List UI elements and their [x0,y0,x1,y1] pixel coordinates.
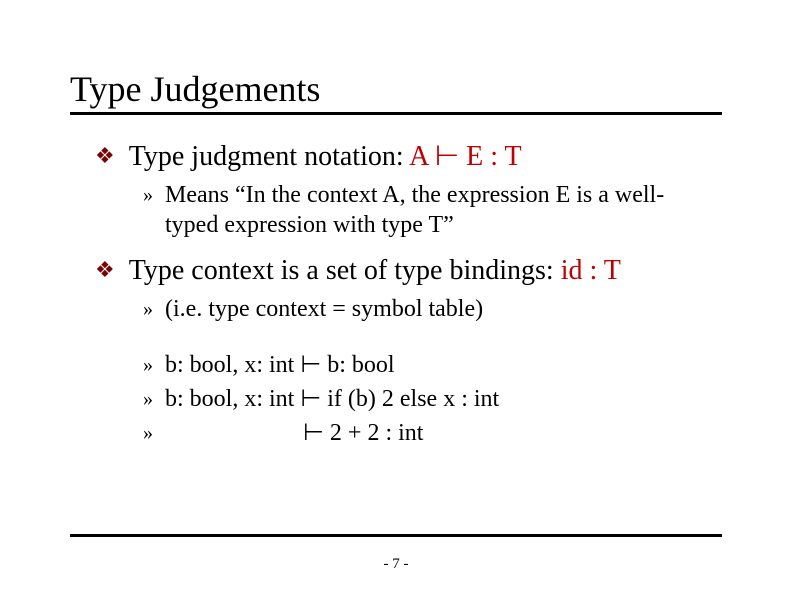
diamond-bullet-icon: ❖ [95,140,115,172]
bullet-text: Type judgment notation: A ⊢ E : T [129,140,522,174]
sub-item: » (i.e. type context = symbol table) [143,294,715,324]
raquo-bullet-icon: » [143,180,153,210]
sub-item-text: b: bool, x: int ⊢ if (b) 2 else x : int [165,384,499,414]
bullet-text-pre: Type judgment notation: [129,141,409,172]
bullet-item: ❖ Type context is a set of type bindings… [95,254,715,288]
sub-item: » ⊢ 2 + 2 : int [143,418,715,448]
sub-item: » Means “In the context A, the expressio… [143,180,715,240]
bullet-item: ❖ Type judgment notation: A ⊢ E : T [95,140,715,174]
content-area: ❖ Type judgment notation: A ⊢ E : T » Me… [95,140,715,452]
sub-item-text: ⊢ 2 + 2 : int [165,418,423,448]
rule-bottom [70,534,722,537]
raquo-bullet-icon: » [143,384,153,414]
slide-title: Type Judgements [70,68,320,110]
sub-item-text: b: bool, x: int ⊢ b: bool [165,350,395,380]
slide: Type Judgements ❖ Type judgment notation… [0,0,792,612]
bullet-text-highlight: A ⊢ E : T [409,141,522,172]
sub-item: » b: bool, x: int ⊢ b: bool [143,350,715,380]
raquo-bullet-icon: » [143,350,153,380]
sub-item: » b: bool, x: int ⊢ if (b) 2 else x : in… [143,384,715,414]
page-number: - 7 - [0,556,792,573]
bullet-text-pre: Type context is a set of type bindings: [129,255,561,286]
sub-item-text: Means “In the context A, the expression … [165,180,715,240]
rule-top [70,112,722,115]
raquo-bullet-icon: » [143,294,153,324]
raquo-bullet-icon: » [143,418,153,448]
bullet-text: Type context is a set of type bindings: … [129,254,621,288]
bullet-text-highlight: id : T [561,255,621,286]
sub-item-text: (i.e. type context = symbol table) [165,294,483,324]
diamond-bullet-icon: ❖ [95,254,115,286]
